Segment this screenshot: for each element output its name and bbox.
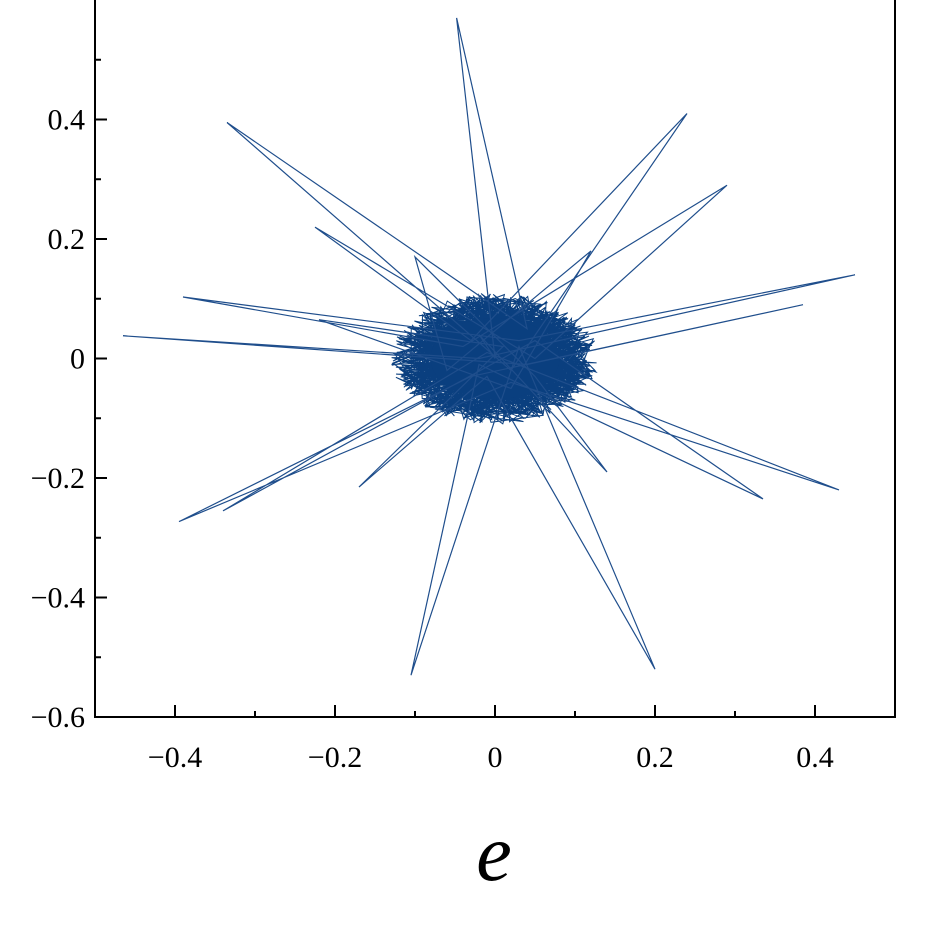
x-tick-label: 0 [488, 741, 503, 774]
x-tick-label: 0.4 [796, 741, 834, 774]
y-tick-label: −0.6 [31, 701, 85, 734]
x-tick-label: −0.4 [148, 741, 202, 774]
trajectory-line [122, 17, 856, 676]
x-tick-label: −0.2 [308, 741, 362, 774]
x-axis-title: e [476, 810, 512, 898]
y-tick-label: −0.4 [31, 582, 85, 615]
x-tick-label: 0.2 [636, 741, 674, 774]
y-tick-label: 0 [70, 343, 85, 376]
series-layer [122, 17, 856, 676]
y-tick-label: 0.4 [48, 104, 86, 137]
y-tick-label: −0.2 [31, 462, 85, 495]
x-axis: −0.4 −0.2 0 0.2 0.4 [148, 705, 834, 774]
y-axis: −0.6 −0.4 −0.2 0 0.2 0.4 [31, 58, 107, 734]
y-tick-label: 0.2 [48, 223, 86, 256]
